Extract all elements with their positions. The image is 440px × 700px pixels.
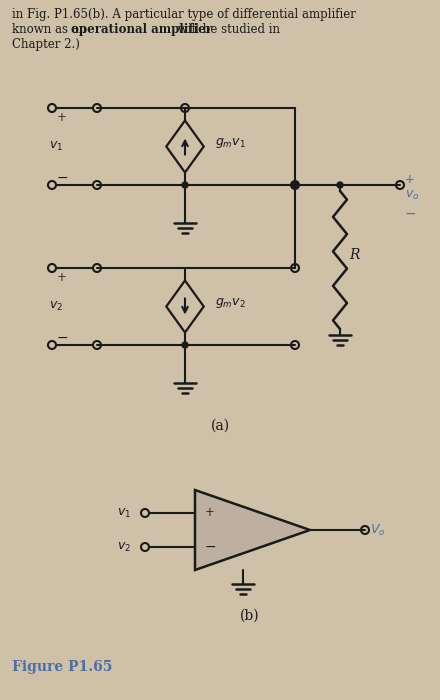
Text: operational amplifier: operational amplifier xyxy=(71,23,212,36)
Circle shape xyxy=(182,182,188,188)
Text: −: − xyxy=(57,331,69,345)
Text: known as an: known as an xyxy=(12,23,90,36)
Text: +: + xyxy=(205,507,215,519)
Text: +: + xyxy=(57,271,67,284)
Text: (b): (b) xyxy=(240,609,260,623)
Text: Chapter 2.): Chapter 2.) xyxy=(12,38,80,51)
Text: −: − xyxy=(205,540,216,554)
Text: (a): (a) xyxy=(210,419,230,433)
Text: $v_o$: $v_o$ xyxy=(405,189,419,202)
Text: −: − xyxy=(405,207,417,221)
Polygon shape xyxy=(195,490,310,570)
Text: +: + xyxy=(57,111,67,124)
Text: R: R xyxy=(349,248,359,262)
Text: $V_o$: $V_o$ xyxy=(370,522,385,538)
Text: $v_2$: $v_2$ xyxy=(49,300,63,313)
Text: $g_mv_1$: $g_mv_1$ xyxy=(215,136,246,150)
Circle shape xyxy=(337,182,343,188)
Text: $v_2$: $v_2$ xyxy=(117,540,131,554)
Circle shape xyxy=(182,342,188,348)
Text: Figure P1.65: Figure P1.65 xyxy=(12,660,112,674)
Text: in Fig. P1.65(b). A particular type of differential amplifier: in Fig. P1.65(b). A particular type of d… xyxy=(12,8,356,21)
Text: −: − xyxy=(57,171,69,185)
Text: +: + xyxy=(405,173,415,186)
Text: will be studied in: will be studied in xyxy=(174,23,280,36)
Text: $v_1$: $v_1$ xyxy=(117,507,131,519)
Text: $g_mv_2$: $g_mv_2$ xyxy=(215,297,246,311)
Text: $v_1$: $v_1$ xyxy=(49,140,63,153)
Circle shape xyxy=(292,182,298,188)
